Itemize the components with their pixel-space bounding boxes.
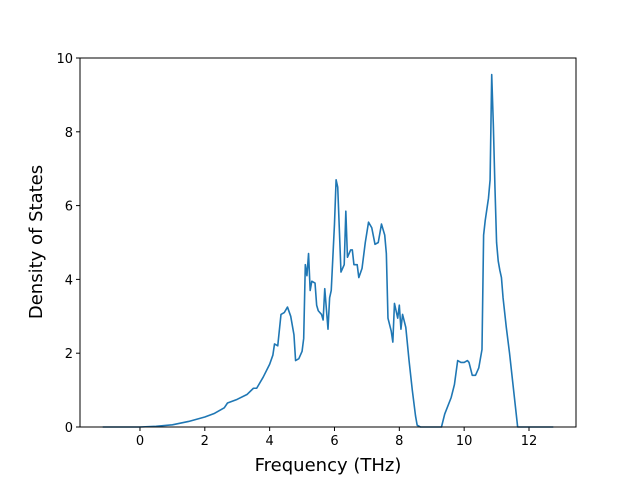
x-tick-label: 2: [201, 434, 209, 449]
y-tick-label: 10: [56, 52, 73, 67]
y-tick-label: 8: [65, 126, 73, 141]
x-tick-label: 0: [136, 434, 144, 449]
y-tick-label: 2: [65, 347, 73, 362]
x-tick-label: 6: [330, 434, 338, 449]
y-axis-label: Density of States: [26, 165, 47, 319]
x-tick-label: 4: [266, 434, 274, 449]
x-tick-label: 10: [456, 434, 473, 449]
x-axis-label: Frequency (THz): [255, 455, 402, 476]
plot-frame: [79, 57, 577, 428]
y-tick-label: 6: [65, 200, 73, 215]
line: [102, 73, 554, 428]
y-tick-label: 4: [65, 273, 73, 288]
x-tick-label: 12: [521, 434, 538, 449]
x-tick-label: 8: [395, 434, 403, 449]
y-tick-label: 0: [65, 421, 73, 436]
